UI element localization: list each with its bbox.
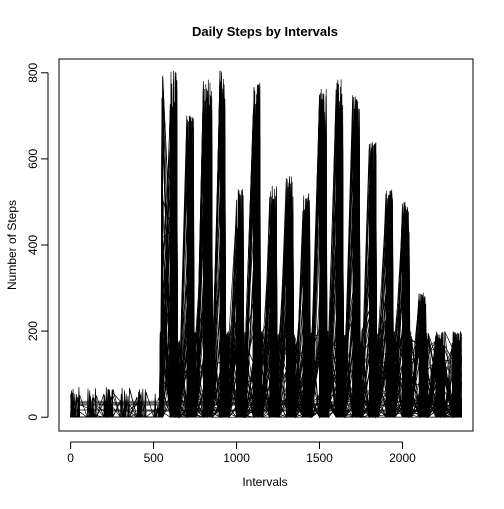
- chart-title: Daily Steps by Intervals: [192, 24, 338, 39]
- series-line-day-61: [70, 80, 462, 418]
- x-tick-label: 0: [67, 451, 74, 465]
- y-axis: 0 200 400 600 800: [26, 62, 49, 421]
- series-line-day-55: [70, 395, 462, 405]
- x-axis-label: Intervals: [242, 475, 287, 489]
- series-layer: [70, 70, 462, 419]
- y-axis-label: Number of Steps: [5, 200, 19, 290]
- x-tick-label: 1500: [306, 451, 333, 465]
- x-tick-label: 500: [144, 451, 164, 465]
- y-tick-label: 0: [26, 414, 40, 421]
- y-tick-label: 600: [26, 149, 40, 169]
- x-tick-label: 1000: [223, 451, 250, 465]
- series-line-day-60: [70, 79, 462, 419]
- y-tick-label: 400: [26, 235, 40, 255]
- plot-frame: [58, 58, 474, 432]
- x-tick-label: 2000: [389, 451, 416, 465]
- y-tick-label: 800: [26, 62, 40, 82]
- y-tick-label: 200: [26, 321, 40, 341]
- x-axis: 0 500 1000 1500 2000: [67, 441, 416, 465]
